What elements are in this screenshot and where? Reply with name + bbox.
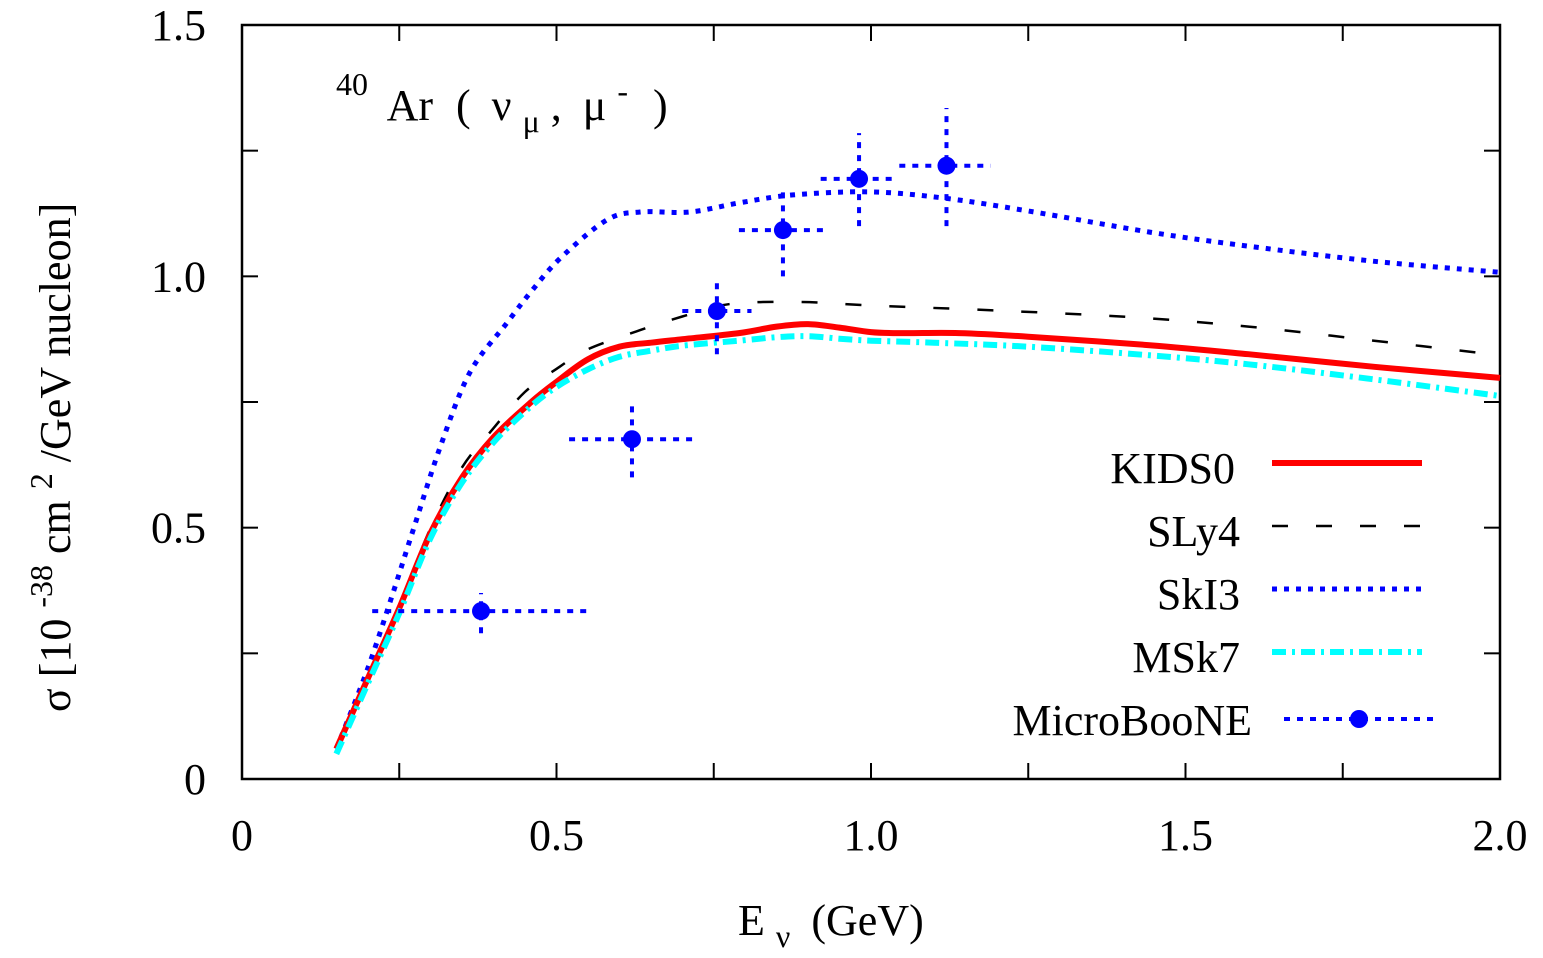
- data-point: [738, 185, 827, 277]
- series-curves: [333, 189, 1501, 756]
- series-line-ski3: [334, 189, 1501, 750]
- legend-label-ski3: SkI3: [1157, 570, 1240, 619]
- annotation-mu: μ: [583, 81, 607, 130]
- data-point: [372, 593, 588, 634]
- x-tick-label: 1.0: [844, 811, 899, 860]
- x-axis-title: E ν (GeV): [738, 896, 924, 957]
- legend-label-msk7: MSk7: [1132, 633, 1240, 682]
- x-tick-labels: 0 0.5 1.0 1.5 2.0: [231, 811, 1528, 860]
- annotation-nu-sub: μ: [523, 103, 540, 139]
- y-axis-title-mid: cm: [31, 500, 80, 554]
- y-axis-title-prefix: σ [10: [31, 619, 80, 712]
- legend-label-microboone: MicroBooNE: [1012, 696, 1252, 745]
- data-point-marker: [472, 602, 491, 621]
- data-point: [820, 133, 897, 227]
- data-point: [682, 276, 752, 355]
- y-tick-labels: 0 0.5 1.0 1.5: [151, 1, 206, 804]
- y-axis-title-exp2: 2: [23, 473, 59, 489]
- x-tick-label: 0: [231, 811, 253, 860]
- data-point-marker: [773, 221, 792, 240]
- annotation-mass-number: 40: [336, 66, 368, 102]
- x-axis-title-main: E: [738, 896, 765, 945]
- annotation-mu-sup: -: [617, 73, 628, 109]
- annotation: 40 Ar ( ν μ , μ - ): [336, 56, 668, 142]
- data-point-marker: [937, 156, 956, 175]
- legend-label-kids0: KIDS0: [1110, 444, 1235, 493]
- annotation-nu: ν: [492, 81, 512, 130]
- data-point-marker: [707, 302, 726, 321]
- x-axis-title-unit: (GeV): [811, 896, 923, 945]
- annotation-nucleus: Ar: [387, 81, 434, 130]
- y-tick-label: 0: [184, 755, 206, 804]
- annotation-open-paren: (: [456, 81, 471, 130]
- series-line-msk7: [333, 333, 1501, 756]
- x-tick-label: 1.5: [1158, 811, 1213, 860]
- microboone-points: [372, 107, 991, 634]
- annotation-comma: ,: [551, 81, 562, 130]
- y-axis-title-exp: -38: [23, 565, 59, 608]
- plot-frame: [240, 23, 1502, 781]
- x-tick-label: 0.5: [529, 811, 584, 860]
- axis-ticks: [242, 25, 1500, 779]
- y-axis-title-suffix: /GeV nucleon]: [31, 203, 80, 462]
- data-point: [569, 402, 695, 478]
- data-point-marker: [850, 169, 869, 188]
- x-axis-title-sub: ν: [776, 918, 790, 954]
- y-tick-label: 0.5: [151, 504, 206, 553]
- y-tick-label: 1.0: [151, 252, 206, 301]
- legend-sample-microboone: [1284, 710, 1440, 728]
- legend: KIDS0 SLy4 SkI3 MSk7 MicroBooNE: [1012, 444, 1440, 745]
- data-point-marker: [622, 430, 641, 449]
- series-line-sly4: [335, 300, 1501, 750]
- legend-marker: [1350, 710, 1368, 728]
- data-point: [899, 107, 991, 227]
- annotation-close-paren: ): [653, 81, 668, 130]
- legend-label-sly4: SLy4: [1147, 507, 1240, 556]
- y-axis-title: σ [10 -38 cm 2 /GeV nucleon]: [13, 203, 80, 712]
- series-line-kids0: [333, 321, 1501, 751]
- x-tick-label: 2.0: [1473, 811, 1528, 860]
- y-tick-label: 1.5: [151, 1, 206, 50]
